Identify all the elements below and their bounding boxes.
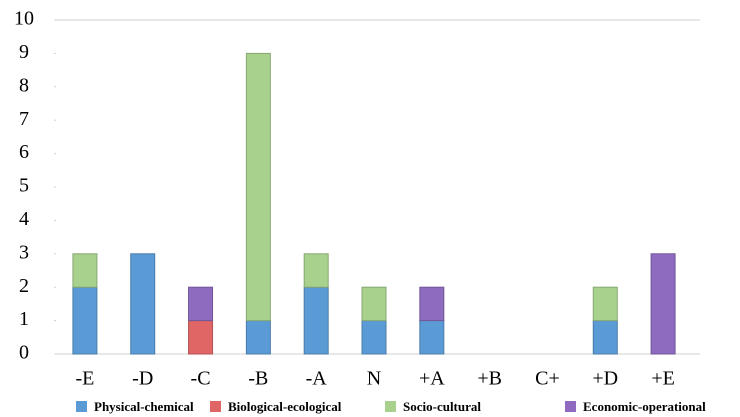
y-tick-label: 10 [14,8,34,30]
legend-label: Socio-cultural [403,399,481,414]
legend-swatch [565,401,576,412]
bar-segment [303,286,329,355]
bar-segment [245,320,271,355]
y-tick-label: 8 [19,74,29,96]
y-tick-label: 0 [19,342,29,364]
bar-segment [361,320,387,355]
y-tick-label: 2 [19,275,29,297]
x-tick-label: -C [191,368,211,390]
y-tick-label: 1 [19,308,29,330]
bar-segment [72,253,98,288]
y-tick-label: 3 [19,241,29,263]
y-tick-label: 5 [19,175,29,197]
x-tick-label: +A [419,368,445,390]
x-tick-label: -B [248,368,268,390]
y-tick-label: 4 [19,208,29,230]
legend-label: Economic-operational [583,399,706,414]
legend-swatch [385,401,396,412]
legend-swatch [210,401,221,412]
x-tick-label: +D [592,368,618,390]
x-tick-label: C+ [535,368,560,390]
bar-segment [361,286,387,322]
x-tick-label: -E [75,368,94,390]
y-tick-label: 6 [19,141,29,163]
bar-segment [188,286,214,322]
x-tick-label: N [367,368,381,390]
legend-swatch [76,401,87,412]
bar-segment [650,253,676,355]
y-tick-label: 7 [19,108,29,130]
bar-segment [592,320,618,355]
legend-label: Biological-ecological [228,399,342,414]
bar-segment [188,320,214,355]
bar-segment [72,286,98,355]
x-tick-label: -A [306,368,328,390]
x-tick-label: +E [651,368,675,390]
bar-segment [592,286,618,322]
y-tick-label: 9 [19,41,29,63]
bar-segment [130,253,156,355]
x-tick-label: -D [132,368,153,390]
legend-label: Physical-chemical [94,399,194,414]
bar-segment [245,52,271,322]
bar-segment [419,286,445,322]
bar-segment [303,253,329,288]
bar-segment [419,320,445,355]
x-tick-label: +B [477,368,502,390]
